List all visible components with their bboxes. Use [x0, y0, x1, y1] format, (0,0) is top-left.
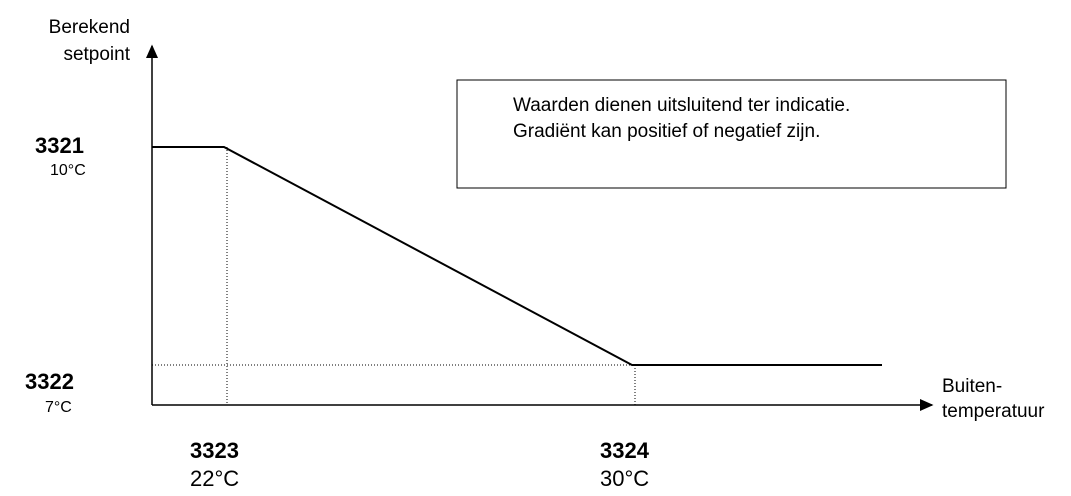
point-value: 22°C — [190, 466, 239, 491]
x-axis-label: Buiten- — [942, 376, 1002, 397]
point-value: 30°C — [600, 466, 649, 491]
point-value: 7°C — [45, 399, 72, 416]
note-text: Waarden dienen uitsluitend ter indicatie… — [513, 95, 850, 116]
point-code: 3322 — [25, 369, 74, 394]
y-axis-label: setpoint — [63, 44, 130, 65]
x-axis-label: temperatuur — [942, 401, 1045, 422]
point-value: 10°C — [50, 162, 86, 179]
note-text: Gradiënt kan positief of negatief zijn. — [513, 121, 820, 142]
guides — [152, 147, 636, 405]
point-code: 3321 — [35, 133, 84, 158]
note-box — [456, 79, 1007, 189]
setpoint-curve — [152, 146, 882, 366]
y-axis-label: Berekend — [49, 17, 130, 38]
point-code: 3324 — [600, 438, 650, 463]
point-code: 3323 — [190, 438, 239, 463]
